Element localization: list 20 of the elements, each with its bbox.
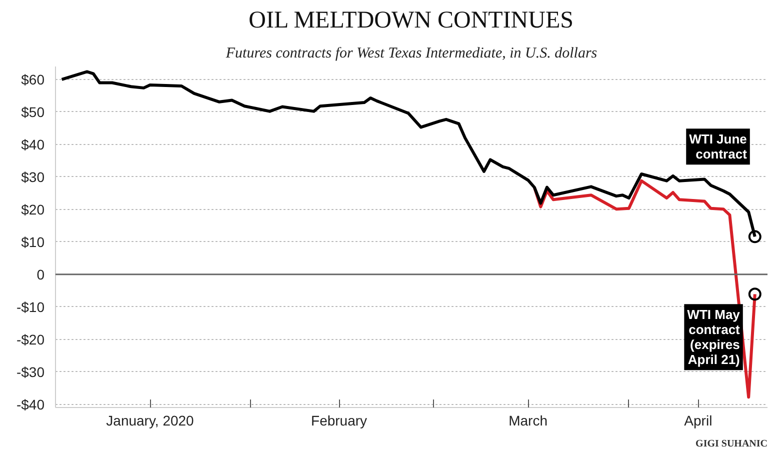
y-tick-label: -$40 <box>16 396 45 412</box>
series-label: WTI June contract <box>689 132 748 162</box>
x-tick-label: March <box>508 412 548 428</box>
x-tick-label: April <box>684 412 712 428</box>
y-tick-label: $30 <box>21 168 45 185</box>
y-tick-label: -$20 <box>16 331 45 348</box>
y-tick-label: $10 <box>21 234 45 250</box>
x-tick-label: January, 2020 <box>106 412 194 428</box>
y-tick-label: 0 <box>36 266 45 282</box>
x-tick-label: February <box>311 412 368 428</box>
y-tick-label: $40 <box>21 136 45 152</box>
text: GIGI SUHANIC <box>696 438 768 450</box>
chart-title: OIL MELTDOWN CONTINUES <box>248 8 574 34</box>
y-tick-label: $20 <box>21 201 45 218</box>
y-tick-label: -$10 <box>16 298 45 315</box>
chart-subtitle: Futures contracts for West Texas Intermediate, in U.S. dollars <box>224 46 598 62</box>
series-label: WTI May contract (expires April 21) <box>687 307 741 368</box>
y-tick-label: $60 <box>21 71 45 88</box>
y-tick-label: -$30 <box>16 364 45 380</box>
y-tick-label: $50 <box>21 104 45 120</box>
